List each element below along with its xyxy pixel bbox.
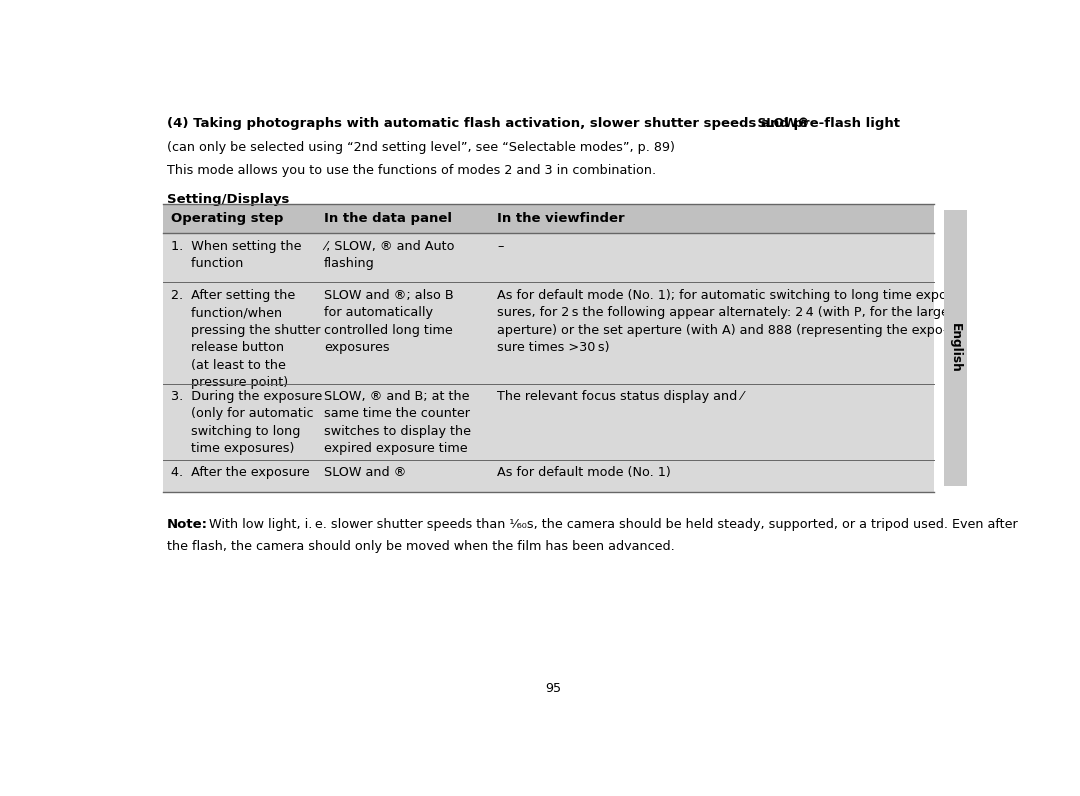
Text: Operating step: Operating step <box>171 213 283 225</box>
Bar <box>163 204 934 492</box>
Text: –: – <box>498 240 503 252</box>
Text: SLOW and ®; also B
for automatically
controlled long time
exposures: SLOW and ®; also B for automatically con… <box>324 289 454 354</box>
Text: This mode allows you to use the functions of modes 2 and 3 in combination.: This mode allows you to use the function… <box>166 163 656 177</box>
Text: SLOW®: SLOW® <box>748 117 809 130</box>
Text: The relevant focus status display and ⁄: The relevant focus status display and ⁄ <box>498 390 744 403</box>
Text: 1.  When setting the
     function: 1. When setting the function <box>171 240 301 270</box>
Text: In the data panel: In the data panel <box>324 213 453 225</box>
Text: (can only be selected using “2nd setting level”, see “Selectable modes”, p. 89): (can only be selected using “2nd setting… <box>166 142 675 154</box>
Text: As for default mode (No. 1): As for default mode (No. 1) <box>498 466 671 479</box>
Text: 4.  After the exposure: 4. After the exposure <box>171 466 310 479</box>
Bar <box>163 204 934 233</box>
Text: SLOW, ® and B; at the
same time the counter
switches to display the
expired expo: SLOW, ® and B; at the same time the coun… <box>324 390 471 455</box>
Text: (4) Taking photographs with automatic flash activation, slower shutter speeds an: (4) Taking photographs with automatic fl… <box>166 117 900 130</box>
Text: ⁄, SLOW, ® and Auto
flashing: ⁄, SLOW, ® and Auto flashing <box>324 240 455 270</box>
Text: As for default mode (No. 1); for automatic switching to long time expo-
sures, f: As for default mode (No. 1); for automat… <box>498 289 961 354</box>
Text: the flash, the camera should only be moved when the film has been advanced.: the flash, the camera should only be mov… <box>166 540 675 553</box>
Text: Note:: Note: <box>166 518 207 531</box>
Text: Setting/Displays: Setting/Displays <box>166 193 289 206</box>
Text: English: English <box>948 323 962 373</box>
Text: SLOW and ®: SLOW and ® <box>324 466 406 479</box>
Bar <box>944 210 967 486</box>
Text: 95: 95 <box>545 682 562 695</box>
Text: In the viewfinder: In the viewfinder <box>498 213 625 225</box>
Text: With low light, i. e. slower shutter speeds than ¹⁄₆₀s, the camera should be hel: With low light, i. e. slower shutter spe… <box>205 518 1018 531</box>
Text: 2.  After setting the
     function/when
     pressing the shutter
     release : 2. After setting the function/when press… <box>171 289 321 389</box>
Text: 3.  During the exposure
     (only for automatic
     switching to long
     tim: 3. During the exposure (only for automat… <box>171 390 322 455</box>
